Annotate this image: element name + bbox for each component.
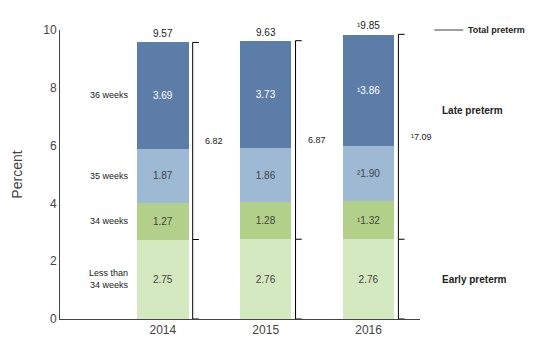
- svg-text:36 weeks: 36 weeks: [90, 90, 129, 100]
- svg-text:Less than34 weeks: Less than34 weeks: [89, 268, 129, 290]
- svg-text:35 weeks: 35 weeks: [90, 171, 129, 181]
- svg-text:2.76: 2.76: [359, 274, 379, 285]
- svg-text:2.75: 2.75: [153, 274, 173, 285]
- svg-text:3.69: 3.69: [153, 90, 173, 101]
- svg-text:1.27: 1.27: [153, 216, 173, 227]
- svg-text:²1.90: ²1.90: [357, 168, 380, 179]
- svg-text:1.86: 1.86: [256, 170, 276, 181]
- svg-text:10: 10: [43, 23, 57, 37]
- svg-text:2: 2: [50, 254, 57, 268]
- svg-text:0: 0: [50, 312, 57, 326]
- svg-text:4: 4: [50, 197, 57, 211]
- svg-text:2015: 2015: [252, 323, 279, 337]
- svg-text:2014: 2014: [150, 323, 177, 337]
- svg-text:8: 8: [50, 81, 57, 95]
- svg-text:6.82: 6.82: [205, 136, 223, 146]
- svg-text:1.28: 1.28: [256, 215, 276, 226]
- svg-text:34 weeks: 34 weeks: [90, 216, 129, 226]
- svg-text:Early preterm: Early preterm: [442, 274, 507, 285]
- svg-text:Late preterm: Late preterm: [442, 105, 503, 116]
- svg-text:6: 6: [50, 139, 57, 153]
- svg-text:Total preterm: Total preterm: [468, 25, 525, 35]
- svg-text:3.73: 3.73: [256, 89, 276, 100]
- svg-text:2016: 2016: [355, 323, 382, 337]
- svg-text:¹9.85: ¹9.85: [357, 20, 380, 31]
- svg-text:¹3.86: ¹3.86: [357, 85, 380, 96]
- svg-text:2.76: 2.76: [256, 274, 276, 285]
- svg-text:9.63: 9.63: [256, 27, 276, 38]
- svg-text:¹7.09: ¹7.09: [411, 132, 432, 142]
- svg-text:¹1.32: ¹1.32: [357, 215, 380, 226]
- svg-text:9.57: 9.57: [153, 28, 173, 39]
- svg-text:Percent: Percent: [9, 150, 25, 198]
- svg-text:1.87: 1.87: [153, 170, 173, 181]
- svg-text:6.87: 6.87: [308, 135, 326, 145]
